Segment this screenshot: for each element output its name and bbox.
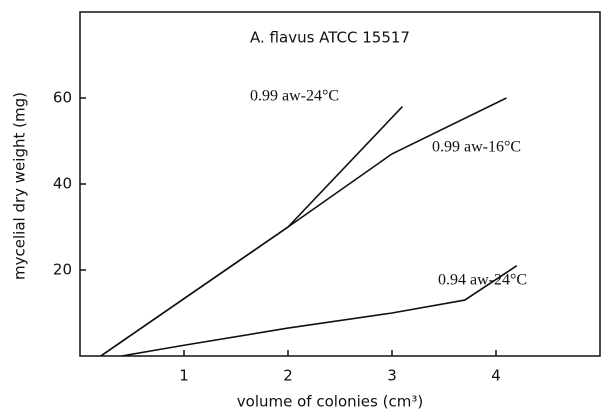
chart-title: A. flavus ATCC 15517 bbox=[250, 29, 410, 47]
y-tick-label: 40 bbox=[53, 175, 72, 193]
x-tick-label: 4 bbox=[491, 367, 501, 385]
series-label: 0.99 aw-16°C bbox=[432, 139, 521, 156]
series-line bbox=[121, 265, 518, 357]
y-axis-label: mycelial dry weight (mg) bbox=[11, 92, 29, 280]
y-tick-label: 20 bbox=[53, 261, 72, 279]
x-tick-label: 2 bbox=[283, 367, 293, 385]
y-tick-label: 60 bbox=[53, 89, 72, 107]
series-line bbox=[100, 97, 507, 357]
series-label: 0.99 aw-24°C bbox=[250, 88, 339, 105]
x-tick-label: 1 bbox=[179, 367, 189, 385]
x-tick-label: 3 bbox=[387, 367, 397, 385]
series-label: 0.94 aw-24°C bbox=[438, 272, 527, 289]
plot-frame bbox=[79, 11, 601, 357]
x-axis-label: volume of colonies (cm³) bbox=[237, 393, 423, 411]
